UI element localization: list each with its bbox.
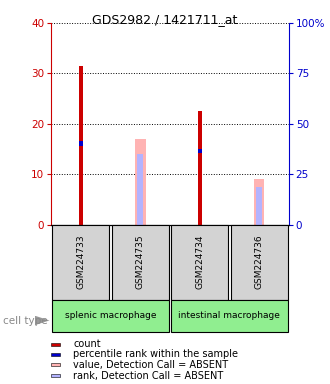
Bar	[79, 141, 83, 225]
Text: GSM224733: GSM224733	[76, 235, 85, 290]
Text: intestinal macrophage: intestinal macrophage	[179, 311, 280, 320]
Bar	[51, 343, 60, 346]
Bar	[198, 111, 202, 225]
Bar	[171, 300, 287, 331]
Bar	[79, 146, 83, 225]
Text: splenic macrophage: splenic macrophage	[65, 311, 156, 320]
Bar	[51, 353, 60, 356]
Bar	[52, 300, 169, 331]
Bar	[51, 363, 60, 366]
Bar	[79, 66, 83, 225]
Bar	[51, 374, 60, 377]
Bar	[231, 225, 287, 300]
Bar	[256, 187, 262, 225]
Bar	[52, 225, 109, 300]
Text: count: count	[73, 339, 101, 349]
Text: GSM224735: GSM224735	[136, 235, 145, 290]
Bar	[198, 153, 202, 225]
Bar	[198, 149, 202, 225]
Bar	[254, 179, 264, 225]
Text: value, Detection Call = ABSENT: value, Detection Call = ABSENT	[73, 359, 228, 369]
Text: GSM224736: GSM224736	[254, 235, 264, 290]
Bar	[135, 139, 146, 225]
Text: percentile rank within the sample: percentile rank within the sample	[73, 349, 238, 359]
Bar	[171, 225, 228, 300]
Text: rank, Detection Call = ABSENT: rank, Detection Call = ABSENT	[73, 371, 223, 381]
Bar	[112, 225, 169, 300]
Text: GSM224734: GSM224734	[195, 235, 204, 289]
Text: GDS2982 / 1421711_at: GDS2982 / 1421711_at	[92, 13, 238, 26]
Bar	[137, 154, 143, 225]
Polygon shape	[35, 316, 50, 325]
Text: cell type: cell type	[3, 316, 48, 326]
